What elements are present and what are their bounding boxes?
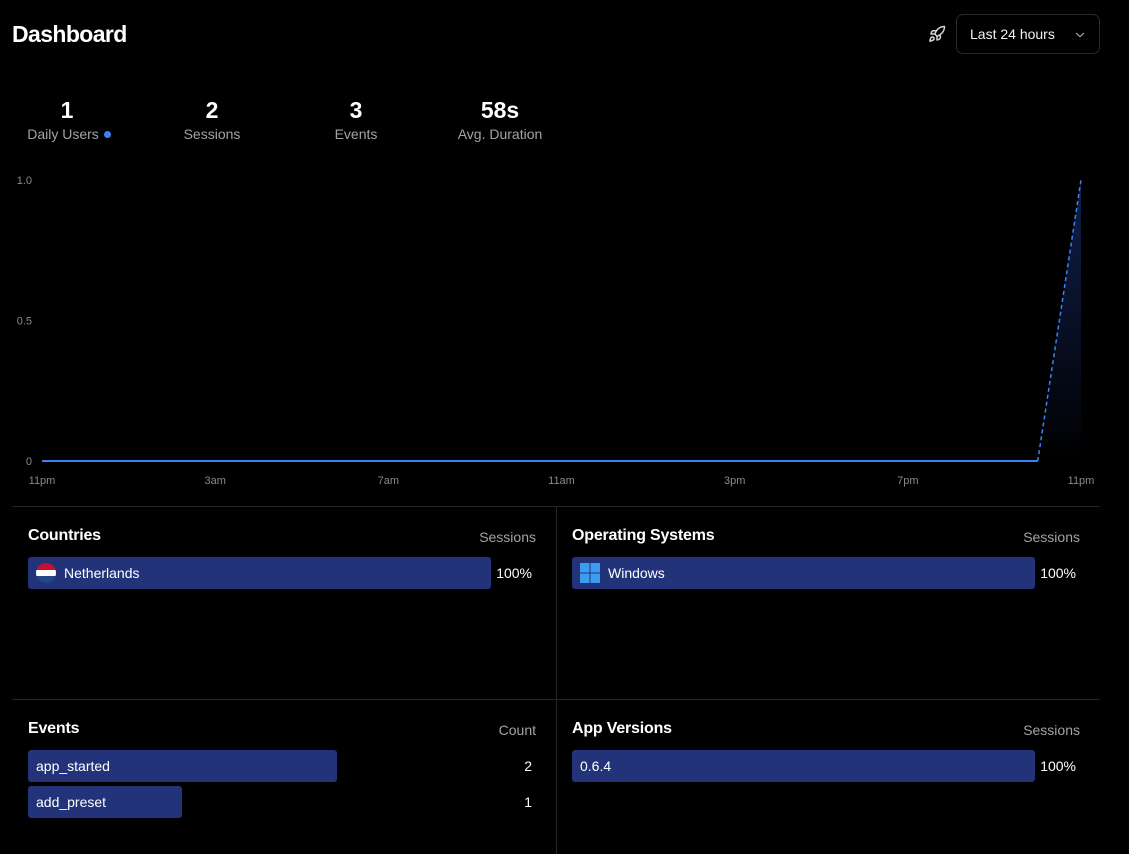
app-version-bar [572,750,1035,782]
windows-icon [580,563,600,583]
stat-events-value: 3 [349,97,363,123]
list-item[interactable]: 0.6.4 100% [572,750,1080,782]
series-indicator-dot [103,130,111,138]
events-title: Events [28,720,80,737]
event-value: 1 [524,794,532,810]
event-bar [28,786,182,818]
time-range-label: Last 24 hours [970,26,1055,42]
stat-sessions-label: Sessions [183,126,241,142]
list-item[interactable]: add_preset 1 [28,786,536,818]
events-metric: Count [498,722,536,738]
netherlands-flag-icon [36,563,56,583]
app-version-label: 0.6.4 [580,758,612,774]
page-title: Dashboard [12,21,127,47]
list-item[interactable]: Netherlands 100% [28,557,536,589]
stat-events[interactable]: 3 Events [316,96,396,142]
os-metric: Sessions [1023,529,1080,545]
chevron-down-icon [1075,32,1085,38]
users-line-chart[interactable]: 1.0 0.5 0 11pm 3am 7am 11am 3pm 7pm 11pm [0,160,1129,500]
stat-events-label: Events [334,126,378,142]
stat-sessions[interactable]: 2 Sessions [172,96,252,142]
app-versions-metric: Sessions [1023,722,1080,738]
x-tick-label: 7am [378,475,399,487]
stat-avg-duration-value: 58s [480,97,520,123]
country-value: 100% [496,565,532,581]
event-label: add_preset [36,794,107,810]
y-tick-label: 0 [26,456,32,468]
event-label: app_started [36,758,110,774]
divider [556,507,557,854]
country-bar [28,557,491,589]
event-bar [28,750,337,782]
x-tick-label: 11pm [1068,475,1095,487]
event-value: 2 [524,758,532,774]
stat-sessions-value: 2 [205,97,219,123]
x-tick-label: 11am [548,475,575,487]
os-title: Operating Systems [572,527,715,544]
countries-metric: Sessions [479,529,536,545]
stat-daily-users-label: Daily Users [27,126,99,142]
y-tick-label: 0.5 [17,316,32,328]
y-tick-label: 1.0 [17,175,32,187]
series-line-dashed [1036,179,1082,462]
app-version-value: 100% [1040,758,1076,774]
countries-title: Countries [28,527,101,544]
app-versions-title: App Versions [572,720,672,737]
divider [12,506,1100,507]
x-tick-label: 3pm [724,475,745,487]
time-range-select[interactable]: Last 24 hours [956,14,1100,54]
stat-daily-users-value: 1 [60,97,74,123]
rocket-icon[interactable] [928,25,946,43]
os-label: Windows [608,565,665,581]
list-item[interactable]: app_started 2 [28,750,536,782]
x-tick-label: 7pm [897,475,918,487]
os-value: 100% [1040,565,1076,581]
stat-avg-duration[interactable]: 58s Avg. Duration [452,96,548,142]
country-label: Netherlands [64,565,140,581]
stat-avg-duration-label: Avg. Duration [457,126,543,142]
stat-daily-users[interactable]: 1 Daily Users [26,96,112,142]
x-tick-label: 11pm [29,475,56,487]
list-item[interactable]: Windows 100% [572,557,1080,589]
x-tick-label: 3am [204,475,225,487]
os-bar [572,557,1035,589]
